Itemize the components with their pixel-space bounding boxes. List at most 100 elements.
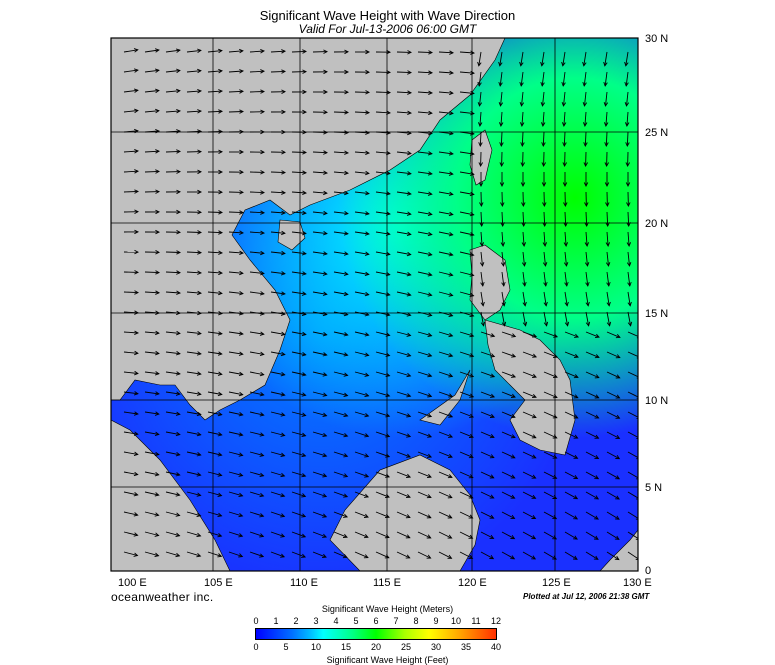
wave-arrow-head	[510, 454, 516, 459]
wave-arrow	[604, 51, 608, 66]
wave-arrow-head	[542, 222, 547, 227]
wave-arrow-head	[196, 512, 202, 517]
wave-arrow	[606, 311, 611, 326]
wave-arrow-head	[427, 191, 433, 196]
wave-arrow	[291, 511, 306, 518]
wave-arrow-head	[280, 351, 286, 357]
wave-arrow	[144, 150, 160, 153]
wave-arrow-head	[218, 89, 224, 94]
wave-arrow-head	[489, 494, 495, 499]
wave-arrow-head	[175, 512, 181, 517]
wave-arrow-head	[489, 514, 495, 519]
wave-arrow	[520, 51, 524, 66]
wave-arrow-head	[280, 513, 286, 518]
wave-arrow-head	[615, 334, 621, 339]
wave-arrow	[522, 331, 537, 338]
wave-arrow-head	[479, 202, 484, 207]
wave-arrow	[291, 151, 307, 153]
wave-arrow	[501, 391, 516, 398]
wave-arrow-head	[133, 532, 139, 537]
wave-arrow-head	[386, 49, 391, 55]
wave-arrow-head	[301, 392, 307, 397]
wave-arrow-head	[364, 453, 370, 458]
wave-arrow	[501, 251, 504, 266]
wave-arrow-head	[344, 49, 349, 55]
wave-arrow-head	[540, 61, 545, 67]
legend-tick: 11	[471, 616, 481, 626]
wave-arrow	[291, 171, 307, 174]
wave-arrow	[354, 491, 369, 498]
wave-arrow	[564, 511, 578, 520]
wave-arrow	[417, 71, 433, 74]
wave-arrow-head	[406, 473, 412, 478]
wave-arrow-head	[626, 262, 632, 267]
wave-arrow	[312, 371, 327, 376]
wave-arrow-head	[197, 250, 203, 255]
wave-arrow	[438, 231, 453, 236]
wave-arrow-head	[196, 351, 202, 356]
wave-arrow	[186, 431, 201, 436]
wave-arrow	[501, 451, 515, 459]
wave-arrow-head	[239, 291, 244, 296]
grid-lines	[111, 38, 638, 571]
wave-arrow	[270, 511, 285, 517]
wave-arrow-head	[176, 108, 182, 114]
wave-arrow	[584, 111, 587, 127]
wave-arrow-head	[322, 432, 328, 438]
wave-arrow-head	[531, 454, 537, 459]
wave-arrow-head	[239, 210, 245, 215]
wave-arrow	[627, 371, 638, 378]
wave-arrow-head	[573, 515, 579, 520]
wave-arrow	[144, 531, 159, 536]
wave-arrow	[354, 251, 369, 255]
wave-arrow-head	[323, 210, 328, 216]
wave-arrow-head	[594, 333, 600, 339]
wave-arrow	[291, 331, 306, 336]
wave-arrow-head	[427, 453, 433, 458]
wave-arrow	[396, 551, 410, 559]
wave-arrow-head	[175, 48, 181, 53]
wave-arrow	[207, 351, 222, 355]
wave-arrow-head	[406, 332, 412, 337]
wave-arrow	[207, 451, 222, 456]
wave-arrow	[144, 551, 159, 557]
wave-arrow-head	[585, 321, 591, 327]
wave-arrow	[228, 491, 243, 497]
legend-tick: 7	[393, 616, 399, 626]
wave-arrow-head	[427, 272, 433, 277]
wave-arrow	[501, 551, 515, 560]
wave-arrow	[417, 51, 433, 54]
wave-arrow	[627, 431, 638, 438]
wave-arrow-head	[448, 373, 454, 378]
wave-arrow	[186, 411, 201, 415]
wave-arrow-head	[196, 431, 202, 437]
wave-arrow-head	[594, 434, 600, 439]
wave-arrow	[417, 331, 432, 337]
wave-arrow-head	[217, 532, 223, 538]
wave-arrow	[396, 91, 412, 94]
wave-arrow	[522, 511, 536, 519]
wave-arrow	[228, 271, 243, 274]
wave-arrow-head	[343, 412, 349, 418]
wave-arrow	[186, 291, 202, 294]
wave-arrow-head	[365, 170, 370, 176]
wave-arrow	[501, 291, 505, 306]
wave-arrow-head	[238, 533, 244, 538]
wave-arrow	[165, 391, 180, 395]
wave-arrow-head	[280, 493, 286, 498]
wave-arrow	[563, 111, 566, 127]
wave-arrow-head	[133, 88, 139, 93]
wave-arrow-head	[133, 48, 139, 53]
wave-arrow-head	[449, 70, 455, 75]
wave-arrow-head	[197, 129, 203, 134]
wave-arrow-head	[176, 230, 181, 235]
wave-arrow	[417, 91, 433, 94]
wave-arrow-head	[260, 190, 265, 195]
wave-arrow-head	[176, 290, 182, 295]
wave-arrow-head	[134, 330, 140, 336]
wave-arrow-head	[322, 533, 328, 538]
wave-arrow-head	[531, 494, 537, 499]
wave-arrow-head	[561, 122, 567, 128]
wave-arrow-head	[584, 262, 590, 267]
wave-arrow-head	[635, 515, 638, 520]
